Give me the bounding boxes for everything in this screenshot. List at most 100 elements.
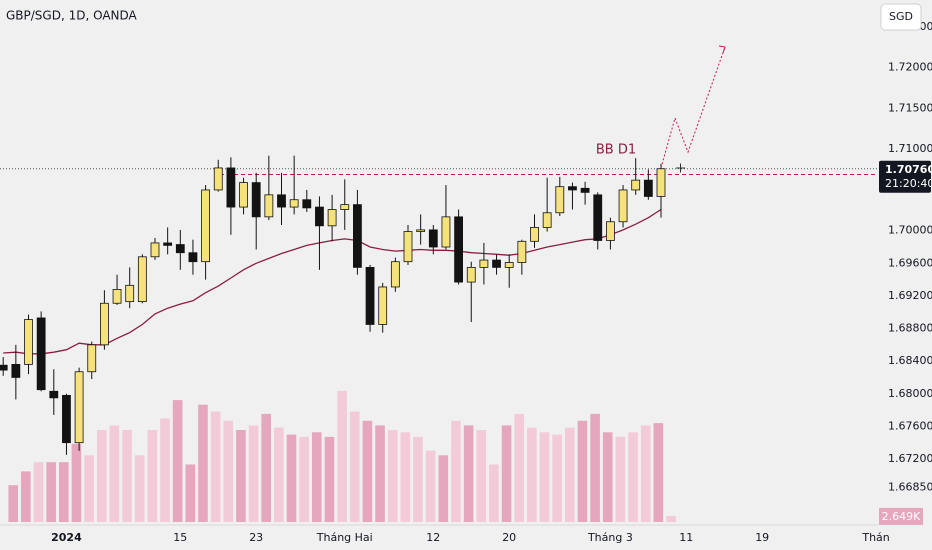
y-tick-label: 1.67600 xyxy=(888,419,932,432)
candle-body xyxy=(11,364,21,378)
candle-body xyxy=(87,344,97,373)
volume-bar xyxy=(33,462,44,522)
volume-bar xyxy=(172,400,183,522)
volume-bar xyxy=(349,411,360,522)
candle-body xyxy=(201,189,211,263)
volume-bar xyxy=(299,436,309,522)
candle-body xyxy=(315,206,324,227)
candle-body xyxy=(125,284,135,303)
currency-button[interactable] xyxy=(880,3,922,31)
x-tick-label: 12 xyxy=(426,531,440,544)
candle-body xyxy=(163,242,173,246)
x-tick-label: 20 xyxy=(502,531,516,544)
volume-bar xyxy=(324,436,335,522)
candle-body xyxy=(327,209,337,227)
candle-body xyxy=(239,182,248,208)
price-axis: 1.725001.720001.715001.710001.700001.696… xyxy=(888,20,932,494)
volume-bar xyxy=(552,434,562,522)
volume-label: 2.649K xyxy=(882,510,921,523)
candle-body xyxy=(568,186,577,191)
volume-bar xyxy=(615,436,626,522)
volume-bar xyxy=(451,420,461,522)
y-tick-label: 1.69200 xyxy=(888,289,932,302)
volume-bar xyxy=(261,413,271,522)
volume-bar xyxy=(640,425,651,522)
volume-bar xyxy=(122,430,132,522)
candle-body xyxy=(378,286,388,325)
candle-body xyxy=(277,194,286,208)
volume-label-box xyxy=(879,507,923,525)
y-tick-label: 1.69600 xyxy=(888,256,932,269)
volume-bar xyxy=(489,464,499,522)
volume-bar xyxy=(425,450,436,522)
y-tick-label: 1.70000 xyxy=(888,224,932,237)
candle-body xyxy=(74,371,84,444)
volume-bar xyxy=(274,427,284,522)
candle-body xyxy=(517,240,527,263)
candle-body xyxy=(606,221,615,241)
candle-body xyxy=(226,167,236,208)
candle-body xyxy=(504,262,514,268)
candle-body xyxy=(100,302,109,346)
volume-bar xyxy=(248,425,259,522)
volume-bar xyxy=(223,420,234,522)
volume-bar xyxy=(147,430,158,522)
volume-bar xyxy=(46,462,56,522)
candle-body xyxy=(188,252,198,263)
y-tick-label: 1.71000 xyxy=(888,142,932,155)
candle-body xyxy=(403,231,413,263)
volume-bar xyxy=(653,423,664,522)
x-tick-label: 23 xyxy=(249,531,263,544)
y-tick-label: 1.68400 xyxy=(888,354,932,367)
x-tick-label: Thán xyxy=(861,531,889,544)
candle-body xyxy=(428,229,438,248)
volume-bar xyxy=(413,436,423,522)
currency-button-label[interactable]: SGD xyxy=(889,10,913,23)
candle-body xyxy=(213,167,223,191)
candle-body xyxy=(492,259,501,268)
volume-bar xyxy=(210,411,221,522)
crosshair xyxy=(676,163,685,173)
y-tick-label: 1.68800 xyxy=(888,322,932,335)
volume-bar xyxy=(198,404,208,522)
candle-body xyxy=(340,204,350,210)
candle-body xyxy=(302,199,312,209)
x-tick-label: Tháng Hai xyxy=(316,531,373,544)
projection-arrowhead xyxy=(718,45,726,54)
candle-body xyxy=(390,261,400,288)
candle-body xyxy=(137,256,147,303)
candle-body xyxy=(466,266,476,283)
volume-bar xyxy=(337,390,347,522)
volume-bar xyxy=(387,430,398,522)
volume-bar xyxy=(628,432,638,522)
volume-bar xyxy=(109,425,120,522)
y-tick-label: 1.71500 xyxy=(888,101,932,114)
candle-body xyxy=(631,179,641,191)
annotation: BB D1 xyxy=(596,143,636,158)
y-tick-label: 1.72000 xyxy=(888,61,932,74)
volume-bar xyxy=(463,425,474,522)
candle-body xyxy=(542,212,552,228)
candle-body xyxy=(593,194,603,241)
volume-bar xyxy=(666,515,676,522)
candle-body xyxy=(289,199,299,208)
volume-bar xyxy=(602,432,613,522)
candle-body xyxy=(530,227,539,242)
volume-bar xyxy=(565,427,575,522)
candle-body xyxy=(150,242,160,258)
price-layer xyxy=(0,155,878,455)
candle-body xyxy=(441,216,451,248)
volume-bar xyxy=(590,413,600,522)
candle-body xyxy=(49,390,59,399)
candle-body xyxy=(454,216,464,283)
projection-path xyxy=(660,46,726,169)
y-tick-label: 1.67200 xyxy=(888,452,932,465)
volume-bar xyxy=(8,485,18,522)
candle-body xyxy=(0,364,8,371)
volume-bar xyxy=(71,443,82,522)
candle-body xyxy=(24,319,33,365)
volume-bar xyxy=(236,430,246,522)
candle-body xyxy=(580,187,590,193)
